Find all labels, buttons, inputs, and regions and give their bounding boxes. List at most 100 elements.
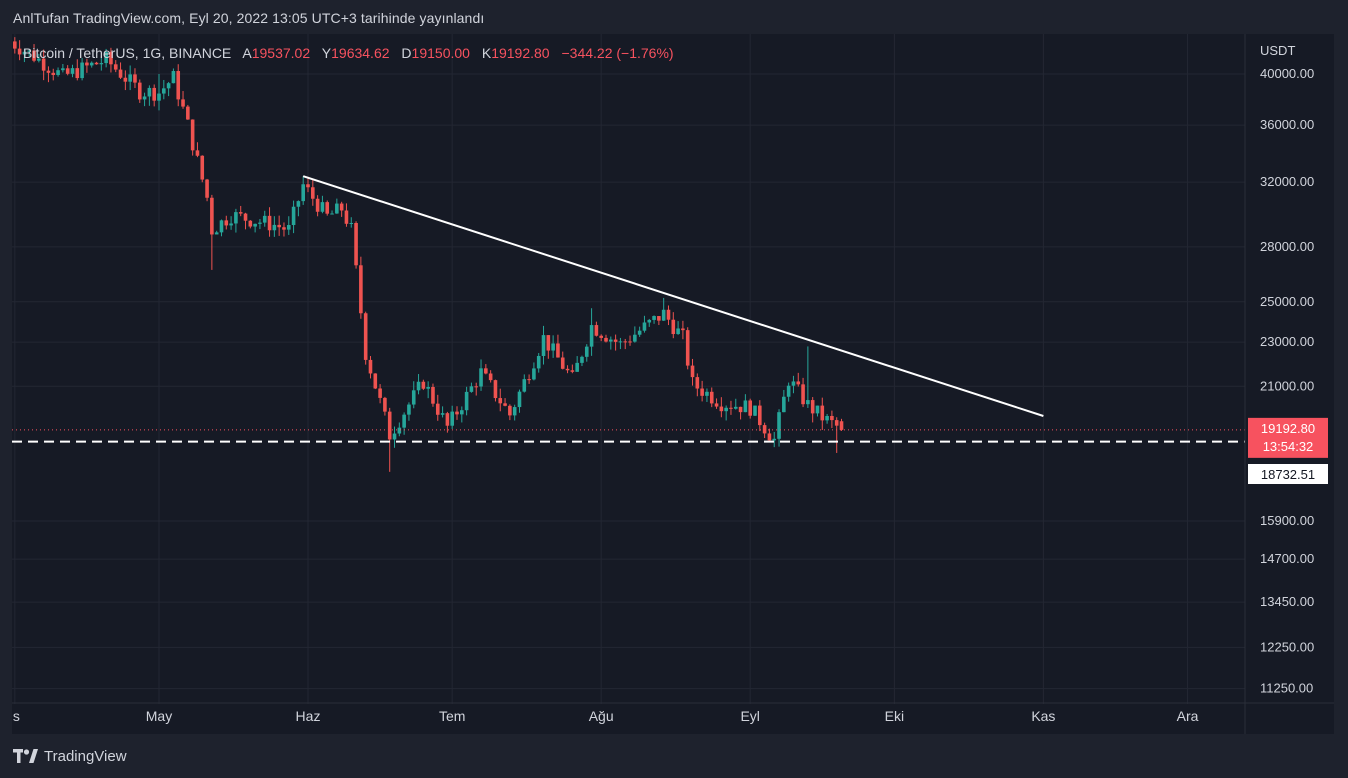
candle-body xyxy=(575,362,579,372)
candle-body xyxy=(570,370,575,372)
candle-body xyxy=(709,391,714,404)
candle-body xyxy=(75,68,80,79)
candle-body xyxy=(205,179,209,198)
last-price-label: 19192.80 xyxy=(1261,421,1315,436)
x-tick-label: Haz xyxy=(296,708,321,724)
candlestick-chart[interactable]: 40000.00 36000.00 32000.00 28000.00 25000.00… xyxy=(12,34,1334,734)
low-label: D xyxy=(401,45,412,61)
candle-body xyxy=(181,99,185,107)
candle-body xyxy=(22,51,27,55)
candle-body xyxy=(594,325,599,336)
y-tick-label: 12250.00 xyxy=(1260,639,1314,654)
candle-body xyxy=(301,184,305,202)
candle-body xyxy=(512,407,517,416)
candle-body xyxy=(56,70,60,76)
grid xyxy=(12,34,1245,704)
x-tick-label: Ara xyxy=(1177,708,1199,724)
candle-body xyxy=(176,71,181,100)
candle-body xyxy=(291,206,296,226)
candle-body xyxy=(166,83,171,89)
candle-body xyxy=(51,72,56,76)
close-value: 19192.80 xyxy=(491,45,550,61)
candle-body xyxy=(733,406,738,409)
candle-body xyxy=(541,335,546,356)
candle-body xyxy=(546,335,551,351)
tradingview-logo[interactable]: TradingView xyxy=(13,746,127,766)
candle-body xyxy=(296,201,301,207)
candle-body xyxy=(262,215,267,223)
candle-body xyxy=(354,222,358,266)
level-price-badge xyxy=(1248,464,1328,484)
candle-body xyxy=(815,405,820,414)
candle-body xyxy=(407,404,411,415)
candle-body xyxy=(238,212,243,214)
candle-body xyxy=(186,106,190,120)
candle-body xyxy=(599,335,603,338)
candle-body xyxy=(416,381,421,391)
candle-body xyxy=(647,319,652,323)
candle-body xyxy=(113,64,118,70)
candle-body xyxy=(464,391,469,411)
candle-body xyxy=(277,224,281,228)
candle-body xyxy=(214,232,219,235)
candle-body xyxy=(89,62,94,66)
candle-body xyxy=(94,62,99,65)
y-tick-label: 32000.00 xyxy=(1260,174,1314,189)
candle-body xyxy=(628,341,632,343)
candle-body xyxy=(834,420,839,426)
candle-body xyxy=(791,381,796,386)
candle-body xyxy=(738,406,743,413)
candle-body xyxy=(286,225,291,230)
y-tick-label: 14700.00 xyxy=(1260,551,1314,566)
x-tick-label: is xyxy=(12,708,20,724)
high-label: Y xyxy=(321,45,332,61)
open-label: A xyxy=(242,45,252,61)
tradingview-icon xyxy=(13,749,38,763)
candle-body xyxy=(796,381,801,385)
y-tick-label: 40000.00 xyxy=(1260,66,1314,81)
candle-body xyxy=(517,391,522,408)
y-tick-label: 36000.00 xyxy=(1260,117,1314,132)
candle-body xyxy=(210,197,214,235)
candle-body xyxy=(724,407,728,412)
candle-body xyxy=(604,337,608,342)
y-tick-label: 15900.00 xyxy=(1260,513,1314,528)
candle-body xyxy=(825,415,829,421)
candle-body xyxy=(642,322,647,331)
x-tick-label: May xyxy=(146,708,172,724)
candle-body xyxy=(349,222,354,224)
candle-body xyxy=(565,368,570,371)
candle-body xyxy=(623,341,628,343)
symbol-name[interactable]: Bitcoin / TetherUS, 1G, BINANCE xyxy=(23,45,232,61)
candle-body xyxy=(584,346,589,357)
candle-body xyxy=(253,223,257,227)
candle-body xyxy=(383,397,387,412)
candle-body xyxy=(373,373,378,389)
y-tick-label: 13450.00 xyxy=(1260,594,1314,609)
candle-body xyxy=(224,220,229,226)
y-tick-label: 11250.00 xyxy=(1260,681,1313,696)
candle-body xyxy=(137,82,142,100)
candle-body xyxy=(685,330,690,366)
candle-body xyxy=(363,313,368,360)
level-price-label: 18732.51 xyxy=(1261,467,1315,482)
candle-body xyxy=(325,202,330,214)
candle-body xyxy=(469,386,474,392)
price-unit[interactable]: USDT xyxy=(1260,43,1296,58)
candle-body xyxy=(556,343,560,358)
candle-body xyxy=(580,356,584,363)
candle-body xyxy=(551,343,555,351)
candle-body xyxy=(392,433,397,440)
chart-pane[interactable]: 40000.00 36000.00 32000.00 28000.00 25000.00… xyxy=(12,34,1334,734)
candle-body xyxy=(801,384,805,405)
candle-body xyxy=(402,414,406,428)
candle-body xyxy=(431,386,435,404)
candle-body xyxy=(190,119,195,151)
candle-body xyxy=(830,415,834,421)
candle-body xyxy=(171,71,176,84)
candle-body xyxy=(782,396,786,413)
overlays xyxy=(12,175,1245,443)
candle-body xyxy=(267,215,272,231)
y-tick-label: 25000.00 xyxy=(1260,294,1314,309)
y-tick-label: 28000.00 xyxy=(1260,239,1314,254)
